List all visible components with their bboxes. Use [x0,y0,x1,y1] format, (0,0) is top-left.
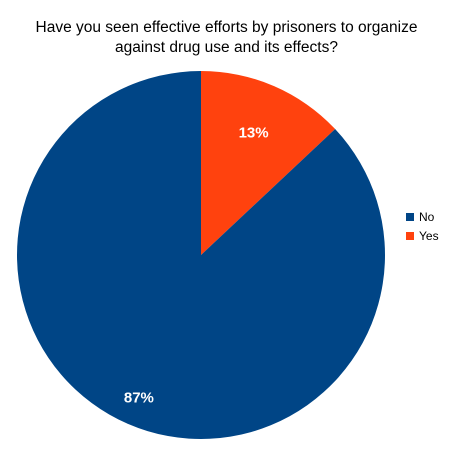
legend-item-yes: Yes [406,226,439,245]
pie-slice-yes [201,71,336,255]
chart-title-line-1: Have you seen effective efforts by priso… [35,19,418,36]
legend-label-yes: Yes [419,228,439,243]
pie-slice-no [16,71,386,440]
data-label-no: 87% [124,390,154,407]
chart-title: Have you seen effective efforts by priso… [0,18,453,58]
legend: No Yes [406,207,439,245]
chart-title-line-2: against drug use and its effects? [115,39,338,56]
data-label-yes: 13% [239,124,269,141]
legend-swatch-no [406,212,414,221]
legend-swatch-yes [406,231,414,240]
legend-label-no: No [419,209,435,224]
legend-item-no: No [406,207,439,226]
